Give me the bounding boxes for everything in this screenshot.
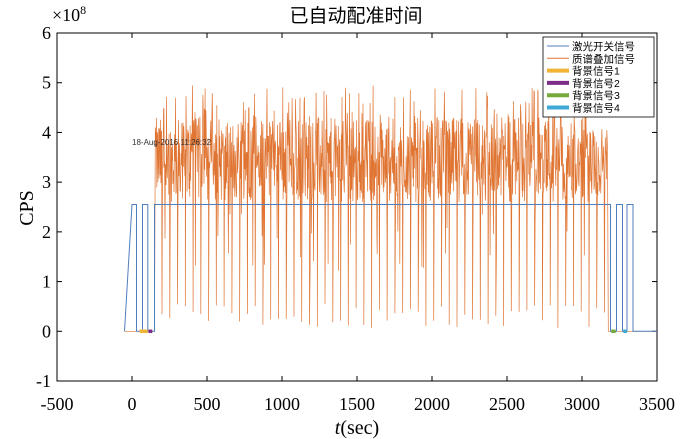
x-tick-label: 3000 <box>564 394 600 414</box>
legend-label-2: 质谱叠加信号 <box>572 52 635 65</box>
plot-area: -500 0 500 1000 1500 2000 2500 3000 3500 -1 0 1 2 3 4… <box>36 23 675 414</box>
x-tick-label: -500 <box>41 394 74 414</box>
y-tick-label: 0 <box>42 321 51 341</box>
x-axis: -500 0 500 1000 1500 2000 2500 3000 3500 <box>41 33 675 414</box>
x-tick-label: 0 <box>128 394 137 414</box>
timestamp-annotation: 18-Aug-2016 11:26:32 <box>132 138 212 147</box>
mass-spectrum-series <box>124 85 657 332</box>
x-axis-label: t(sec) <box>335 417 379 439</box>
x-tick-label: 2500 <box>489 394 525 414</box>
y-exponent-label: ×108 <box>52 3 86 25</box>
x-tick-label: 3500 <box>639 394 675 414</box>
x-tick-label: 500 <box>194 394 221 414</box>
laser-switch-line <box>124 204 657 332</box>
laser-switch-series <box>124 204 657 332</box>
legend-label-4: 背景信号2 <box>572 77 620 90</box>
y-axis-label: CPS <box>16 190 38 226</box>
y-tick-label: 4 <box>42 122 51 142</box>
legend-box <box>542 36 655 118</box>
y-tick-label: 3 <box>42 172 51 192</box>
mass-spectrum-line <box>124 85 657 332</box>
legend-label-6: 背景信号4 <box>572 102 620 115</box>
legend-label-3: 背景信号1 <box>572 65 620 78</box>
y-tick-label: 6 <box>42 23 51 43</box>
legend-label-5: 背景信号3 <box>572 89 620 102</box>
y-tick-label: 5 <box>42 73 51 93</box>
x-tick-label: 2000 <box>414 394 450 414</box>
legend-label-1: 激光开关信号 <box>572 40 635 53</box>
y-tick-label: 2 <box>42 222 51 242</box>
y-tick-label: -1 <box>36 371 51 391</box>
y-tick-label: 1 <box>42 272 51 292</box>
x-tick-label: 1500 <box>339 394 375 414</box>
chart-title: 已自动配准时间 <box>289 5 422 27</box>
x-tick-label: 1000 <box>264 394 300 414</box>
